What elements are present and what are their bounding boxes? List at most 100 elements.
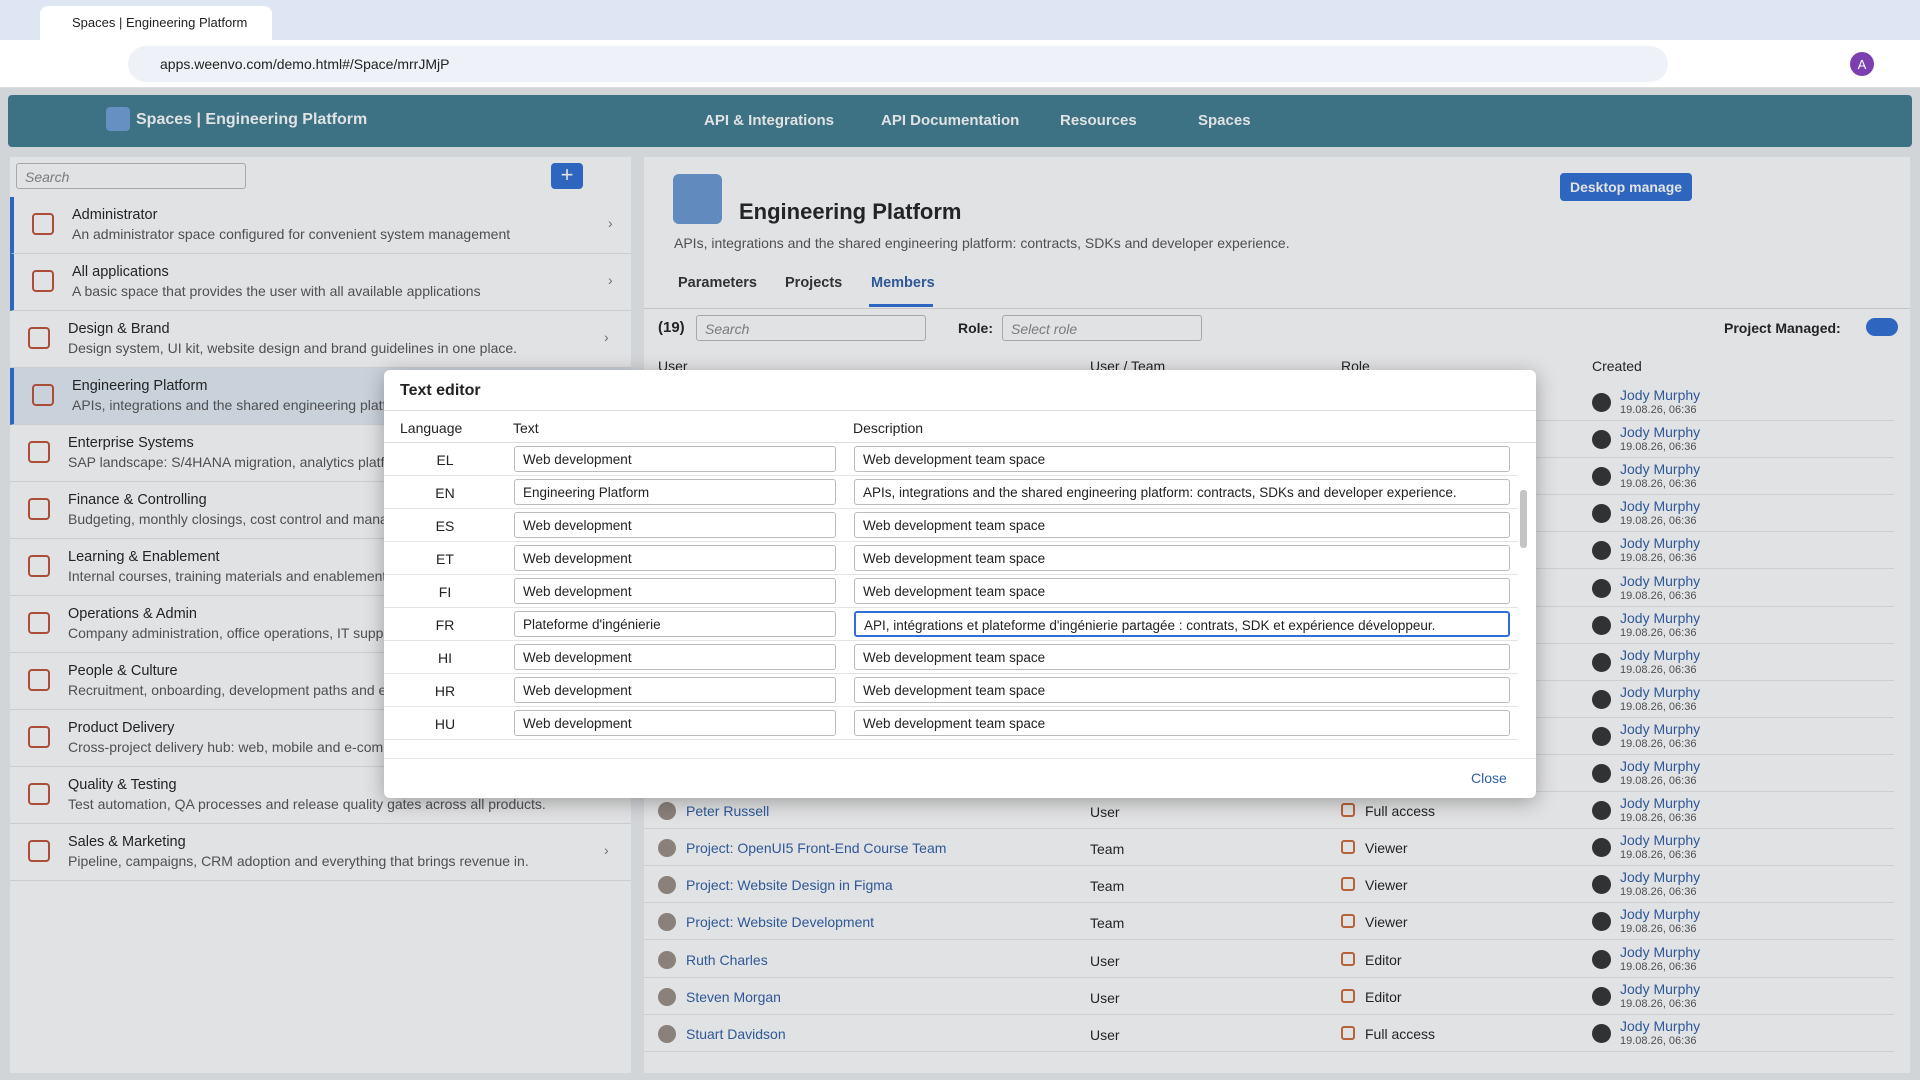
- dialog-row: HI Web development Web development team sp…: [384, 641, 1518, 674]
- space-item[interactable]: Learning & Enablement Internal courses, t…: [10, 539, 631, 596]
- created-by[interactable]: Jody Murphy: [1620, 720, 1701, 737]
- member-row: Steven Morgan User Editor Jody Murphy 19.08.…: [644, 978, 1894, 1015]
- created-at: 19.08.26, 06:36: [1620, 997, 1697, 1010]
- created-by[interactable]: Jody Murphy: [1620, 609, 1701, 626]
- member-name[interactable]: Peter Russell: [686, 803, 770, 820]
- created-by[interactable]: Jody Murphy: [1620, 498, 1701, 515]
- description-input[interactable]: Web development team space: [854, 446, 1510, 472]
- language: ET: [436, 551, 454, 567]
- add-button[interactable]: +: [551, 163, 583, 189]
- role-icon: [1341, 803, 1355, 818]
- member-type: User: [1090, 952, 1120, 969]
- text-input[interactable]: Web development: [514, 644, 836, 670]
- space-title: Engineering Platform: [739, 199, 962, 224]
- member-type: User: [1090, 989, 1120, 1006]
- created-by[interactable]: Jody Murphy: [1620, 387, 1701, 403]
- member-name[interactable]: Steven Morgan: [686, 988, 781, 1005]
- created-by[interactable]: Jody Murphy: [1620, 795, 1701, 812]
- nav-item[interactable]: API & Integrations: [704, 112, 835, 129]
- tab[interactable]: Members: [871, 275, 935, 291]
- members-count: (19): [658, 319, 685, 336]
- dialog-column-header: Text: [513, 420, 539, 436]
- member-name[interactable]: Stuart Davidson: [686, 1025, 786, 1042]
- tab[interactable]: Parameters: [678, 275, 757, 291]
- created-at: 19.08.26, 06:36: [1620, 737, 1697, 750]
- description-input[interactable]: Web development team space: [854, 710, 1510, 736]
- created-by[interactable]: Jody Murphy: [1620, 461, 1701, 478]
- member-name[interactable]: Project: Website Design in Figma: [686, 877, 893, 894]
- created-by[interactable]: Jody Murphy: [1620, 980, 1701, 997]
- space-item[interactable]: Finance & Controlling Budgeting, monthly …: [10, 482, 631, 539]
- space-title: Quality & Testing: [68, 777, 177, 793]
- nav-item[interactable]: API Documentation: [881, 112, 1020, 129]
- close-button[interactable]: Close: [1471, 770, 1507, 786]
- members-search[interactable]: Search: [696, 315, 926, 341]
- description-input[interactable]: Web development team space: [854, 578, 1510, 604]
- description-input[interactable]: Web development team space: [854, 677, 1510, 703]
- space-item[interactable]: All applications A basic space that provi…: [10, 254, 631, 311]
- member-name[interactable]: Project: Website Development: [686, 914, 875, 931]
- scrollbar-thumb[interactable]: [1520, 490, 1527, 548]
- project-managed-toggle[interactable]: [1866, 318, 1898, 336]
- url-field[interactable]: apps.weenvo.com/demo.html#/Space/mrrJMjP: [128, 46, 1668, 82]
- created-by[interactable]: Jody Murphy: [1620, 758, 1701, 774]
- created-by[interactable]: Jody Murphy: [1620, 906, 1701, 923]
- created-by[interactable]: Jody Murphy: [1620, 683, 1701, 700]
- member-row: Project: OpenUI5 Front-End Course Team Te…: [644, 829, 1894, 867]
- language: HR: [434, 683, 456, 699]
- description-input[interactable]: Web development team space: [854, 644, 1510, 670]
- tabs-divider: [644, 308, 1910, 309]
- text-input[interactable]: Web development: [514, 677, 836, 703]
- space-item[interactable]: Enterprise Systems SAP landscape: S/4HANA…: [10, 425, 631, 482]
- description-input[interactable]: Web development team space: [854, 512, 1510, 538]
- nav-item[interactable]: Resources: [1060, 112, 1137, 129]
- sidebar-search[interactable]: Search: [16, 163, 246, 189]
- tab[interactable]: Projects: [785, 275, 843, 291]
- created-by[interactable]: Jody Murphy: [1620, 1017, 1701, 1034]
- member-name[interactable]: Project: OpenUI5 Front-End Course Team: [686, 840, 947, 857]
- profile-avatar[interactable]: A: [1850, 52, 1874, 76]
- text-input[interactable]: Plateforme d'ingénierie: [514, 611, 836, 637]
- member-type: User: [1090, 804, 1120, 821]
- created-by[interactable]: Jody Murphy: [1620, 943, 1701, 960]
- creator-avatar: [1592, 986, 1611, 1006]
- creator-avatar: [1592, 764, 1611, 783]
- space-title: All applications: [72, 264, 169, 280]
- browser-tab[interactable]: Spaces | Engineering Platform: [40, 6, 272, 40]
- text-input[interactable]: Web development: [514, 578, 836, 604]
- text-input[interactable]: Web development: [514, 710, 836, 736]
- description-input[interactable]: API, intégrations et plateforme d'ingéni…: [854, 611, 1510, 637]
- creator-avatar: [1592, 912, 1611, 932]
- created-by[interactable]: Jody Murphy: [1620, 535, 1701, 552]
- space-item[interactable]: Operations & Admin Company administration…: [10, 596, 631, 653]
- chevron: ›: [608, 272, 613, 288]
- description-input[interactable]: APIs, integrations and the shared engine…: [854, 479, 1510, 505]
- tab-title: Spaces | Engineering Platform: [72, 15, 248, 30]
- app-title: Spaces | Engineering Platform: [136, 111, 368, 128]
- text-input[interactable]: Web development: [514, 512, 836, 538]
- role-select[interactable]: Select role: [1002, 315, 1202, 341]
- created-at: 19.08.26, 06:36: [1620, 812, 1697, 825]
- language: HU: [434, 716, 456, 732]
- member-avatar: [658, 802, 676, 821]
- space-description: Budgeting, monthly closings, cost contro…: [68, 511, 388, 527]
- space-item[interactable]: Sales & Marketing Pipeline, campaigns, CR…: [10, 824, 631, 881]
- dialog-row: EL Web development Web development team sp…: [384, 443, 1518, 476]
- space-item[interactable]: Administrator An administrator space conf…: [10, 197, 631, 254]
- space-item[interactable]: Design & Brand Design system, UI kit, web…: [10, 311, 631, 368]
- description-input[interactable]: Web development team space: [854, 545, 1510, 571]
- member-row: Project: Website Design in Figma Team View…: [644, 866, 1894, 904]
- created-by[interactable]: Jody Murphy: [1620, 424, 1701, 441]
- text-input[interactable]: Engineering Platform: [514, 479, 836, 505]
- text-input[interactable]: Web development: [514, 545, 836, 571]
- created-by[interactable]: Jody Murphy: [1620, 869, 1701, 886]
- desktop-manage-button[interactable]: Desktop manage: [1560, 173, 1693, 201]
- created-by[interactable]: Jody Murphy: [1620, 572, 1701, 589]
- nav-item[interactable]: Spaces: [1198, 112, 1251, 129]
- space-item[interactable]: Product Delivery Cross-project delivery h…: [10, 710, 631, 767]
- member-avatar: [658, 876, 676, 895]
- member-name[interactable]: Ruth Charles: [686, 951, 768, 968]
- created-by[interactable]: Jody Murphy: [1620, 646, 1701, 663]
- text-input[interactable]: Web development: [514, 446, 836, 472]
- created-by[interactable]: Jody Murphy: [1620, 832, 1701, 849]
